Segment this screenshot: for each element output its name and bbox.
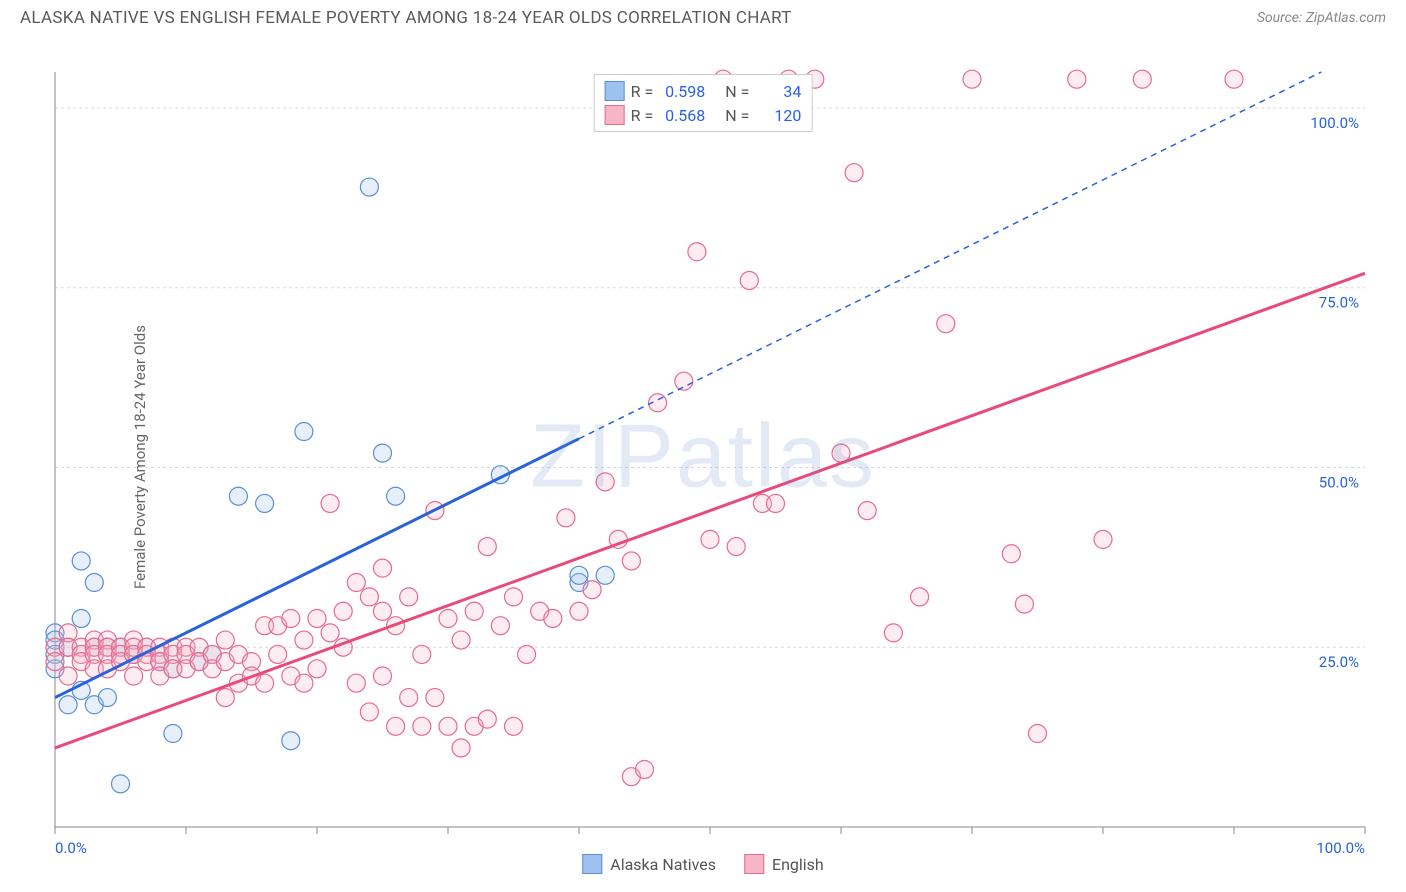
legend-label: English: [772, 855, 824, 874]
scatter-chart-svg: 25.0% 50.0% 75.0% 100.0% 0.0% 100.0%: [0, 32, 1406, 882]
stats-box: R = 0.598 N = 34 R = 0.568 N = 120: [594, 74, 813, 132]
n-value: 120: [755, 106, 801, 125]
legend-label: Alaska Natives: [610, 855, 716, 874]
chart-header: ALASKA NATIVE VS ENGLISH FEMALE POVERTY …: [0, 0, 1406, 32]
svg-text:75.0%: 75.0%: [1319, 294, 1359, 312]
svg-text:25.0%: 25.0%: [1319, 653, 1359, 671]
svg-text:50.0%: 50.0%: [1319, 473, 1359, 491]
swatch-icon: [605, 105, 625, 125]
r-label: R =: [631, 82, 654, 101]
legend-item: English: [744, 854, 824, 874]
r-label: R =: [631, 106, 654, 125]
n-label: N =: [725, 106, 749, 125]
y-axis-label: Female Poverty Among 18-24 Year Olds: [131, 325, 149, 589]
swatch-icon: [582, 854, 602, 874]
r-value: 0.598: [659, 82, 705, 101]
n-label: N =: [725, 82, 749, 101]
stats-row: R = 0.568 N = 120: [605, 103, 802, 127]
n-value: 34: [755, 82, 801, 101]
bottom-legend: Alaska Natives English: [582, 854, 823, 874]
swatch-icon: [744, 854, 764, 874]
r-value: 0.568: [659, 106, 705, 125]
swatch-icon: [605, 81, 625, 101]
source-name: ZipAtlas.com: [1306, 10, 1386, 26]
source-prefix: Source:: [1257, 10, 1306, 26]
chart-container: Female Poverty Among 18-24 Year Olds 25.…: [0, 32, 1406, 882]
svg-text:100.0%: 100.0%: [1316, 839, 1365, 857]
legend-item: Alaska Natives: [582, 854, 716, 874]
svg-text:0.0%: 0.0%: [55, 839, 87, 857]
stats-row: R = 0.598 N = 34: [605, 79, 802, 103]
chart-source: Source: ZipAtlas.com: [1257, 10, 1386, 26]
svg-text:100.0%: 100.0%: [1310, 114, 1359, 132]
chart-title: ALASKA NATIVE VS ENGLISH FEMALE POVERTY …: [20, 8, 792, 28]
